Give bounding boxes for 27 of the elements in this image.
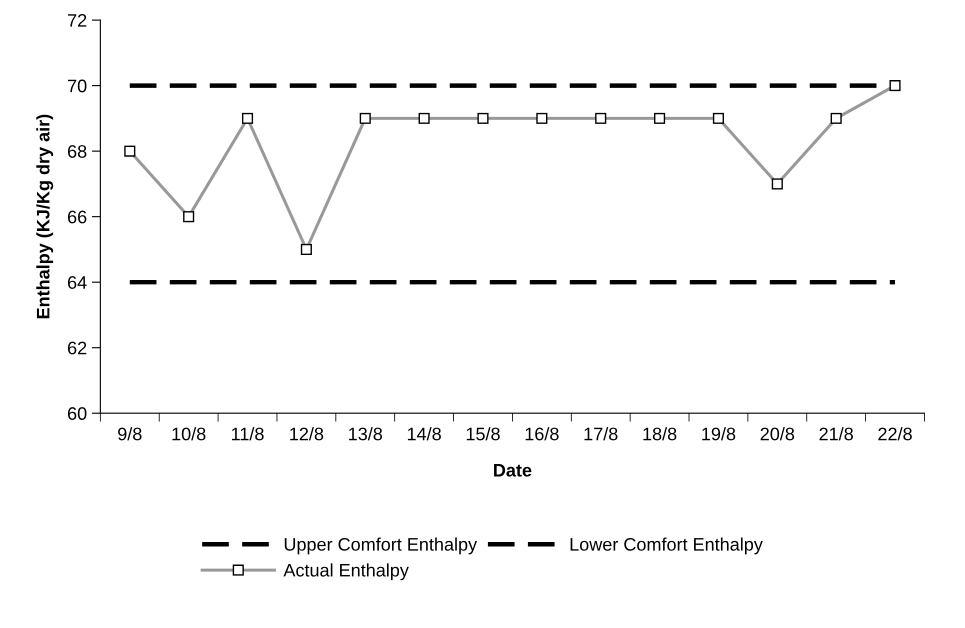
- y-tick-label: 60: [68, 407, 86, 420]
- x-tick-label: 22/8: [878, 427, 912, 440]
- x-tick-label: 20/8: [760, 427, 794, 440]
- x-tick-label: 19/8: [702, 427, 736, 440]
- legend-label: Actual Enthalpy: [283, 563, 409, 580]
- y-tick-label: 66: [68, 210, 86, 224]
- point: [889, 80, 901, 92]
- legend-label: Lower Comfort Enthalpy: [570, 537, 763, 554]
- x-tick-label: 21/8: [820, 427, 853, 440]
- x-tick-label: 16/8: [526, 427, 559, 440]
- x-tick-label: 12/8: [290, 427, 324, 440]
- y-tick-label: 72: [68, 14, 86, 27]
- y-axis-title: Enthalpy (KJ/Kg dry air): [36, 114, 54, 318]
- x-tick-label: 11/8: [232, 427, 264, 440]
- y-tick-label: 62: [68, 342, 86, 354]
- x-tick-label: 10/8: [172, 427, 206, 440]
- x-axis-title: Date: [494, 464, 532, 477]
- y-tick-label: 68: [68, 145, 86, 158]
- y-tick-label: 70: [68, 80, 86, 92]
- y-tick-label: 64: [68, 276, 87, 289]
- x-tick-label: 14/8: [408, 427, 441, 440]
- x-tick-label: 13/8: [349, 427, 382, 440]
- x-tick-label: 9/8: [118, 427, 142, 440]
- x-tick-label: 15/8: [466, 427, 500, 440]
- x-tick-label: 18/8: [643, 427, 676, 440]
- x-tick-label: 17/8: [584, 427, 618, 440]
- legend-label: Upper Comfort Enthalpy: [284, 537, 478, 554]
